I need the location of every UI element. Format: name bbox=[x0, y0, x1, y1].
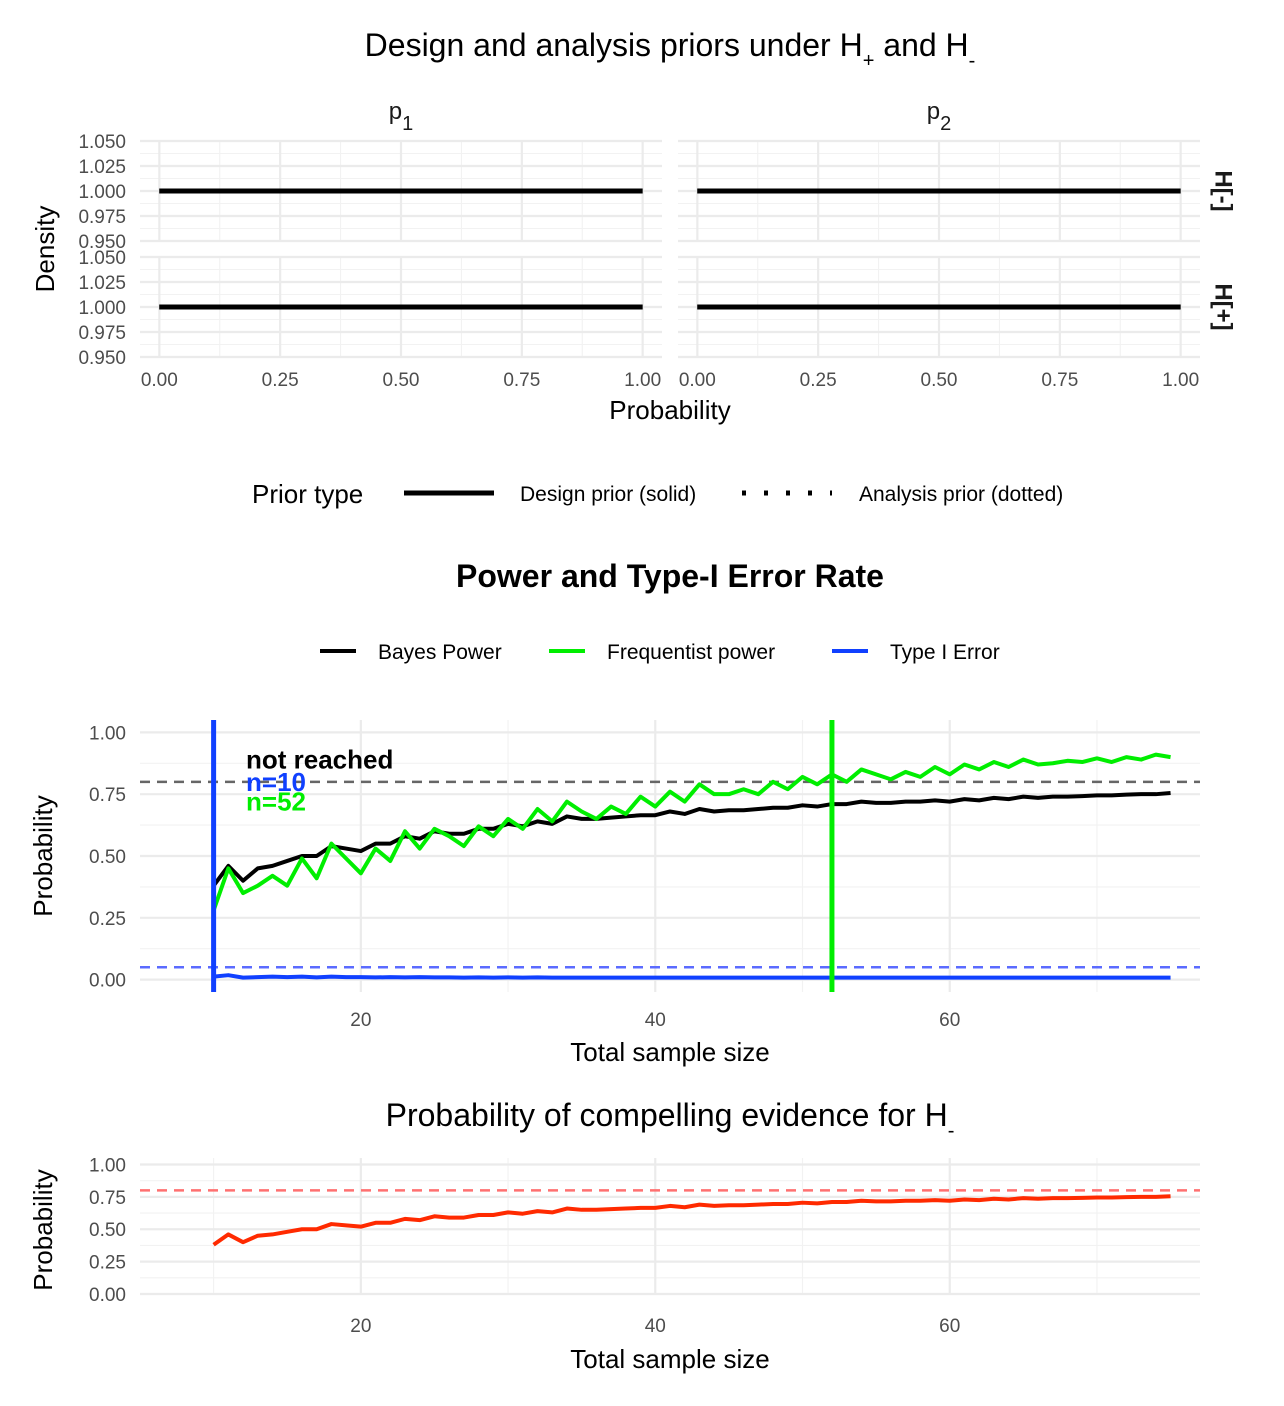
y-tick-label: 0.50 bbox=[89, 847, 126, 868]
x-tick-label: 1.00 bbox=[1162, 370, 1199, 391]
y-axis-title: Density bbox=[30, 206, 60, 293]
facet-column-label: p2 bbox=[927, 98, 951, 135]
series-line-frequentist-power bbox=[211, 752, 1171, 912]
legend-title: Prior type bbox=[252, 479, 363, 509]
y-tick-label: 1.00 bbox=[89, 1155, 126, 1176]
x-tick-label: 0.50 bbox=[383, 370, 420, 391]
y-tick-label: 0.00 bbox=[89, 1285, 126, 1306]
x-axis-title: Probability bbox=[609, 395, 730, 425]
x-tick-label: 20 bbox=[350, 1010, 371, 1031]
y-tick-label: 0.75 bbox=[89, 785, 126, 806]
series-line-type-i-error bbox=[213, 973, 1171, 980]
y-tick-label: 0.25 bbox=[89, 1253, 126, 1274]
y-tick-label: 0.75 bbox=[89, 1188, 126, 1209]
y-tick-label: 1.025 bbox=[78, 157, 126, 178]
y-tick-label: 0.50 bbox=[89, 1220, 126, 1241]
legend-label-2: Type I Error bbox=[890, 641, 1000, 664]
x-axis-title: Total sample size bbox=[570, 1037, 769, 1067]
y-tick-label: 0.00 bbox=[89, 971, 126, 992]
series-line-evidence bbox=[212, 1194, 1171, 1247]
x-tick-label: 40 bbox=[645, 1316, 666, 1337]
y-tick-label: 1.050 bbox=[78, 132, 126, 153]
x-tick-label: 1.00 bbox=[624, 370, 661, 391]
y-tick-label: 1.025 bbox=[78, 273, 126, 294]
x-tick-label: 0.25 bbox=[262, 370, 299, 391]
facet-column-label: p1 bbox=[389, 98, 413, 135]
x-tick-label: 0.50 bbox=[921, 370, 958, 391]
annotation-label: n=10 bbox=[246, 767, 306, 797]
legend-label-0: Bayes Power bbox=[378, 641, 502, 664]
y-tick-label: 0.25 bbox=[89, 909, 126, 930]
y-tick-label: 0.950 bbox=[78, 348, 126, 369]
x-tick-label: 0.00 bbox=[141, 370, 178, 391]
y-tick-label: 0.950 bbox=[78, 232, 126, 253]
y-tick-label: 0.975 bbox=[78, 323, 126, 344]
x-tick-label: 60 bbox=[939, 1316, 960, 1337]
facet-row-label: H[-] bbox=[1210, 170, 1237, 211]
x-tick-label: 20 bbox=[350, 1316, 371, 1337]
x-tick-label: 0.75 bbox=[1041, 370, 1078, 391]
x-tick-label: 40 bbox=[645, 1010, 666, 1031]
x-tick-label: 0.75 bbox=[503, 370, 540, 391]
y-tick-label: 1.000 bbox=[78, 182, 126, 203]
y-tick-label: 1.000 bbox=[78, 298, 126, 319]
series-line-bayes-power bbox=[212, 790, 1171, 887]
legend-label-1: Frequentist power bbox=[607, 641, 775, 664]
legend-label-analysis: Analysis prior (dotted) bbox=[859, 483, 1063, 506]
evidence-chart-title: Probability of compelling evidence for H… bbox=[386, 1097, 955, 1142]
y-axis-title: Probability bbox=[28, 1169, 58, 1290]
annotation-label: n=52 bbox=[246, 787, 306, 817]
y-tick-label: 1.00 bbox=[89, 723, 126, 744]
facet-row-label: H[+] bbox=[1210, 283, 1237, 330]
x-tick-label: 60 bbox=[939, 1010, 960, 1031]
x-axis-title: Total sample size bbox=[570, 1344, 769, 1374]
power-chart-title: Power and Type-I Error Rate bbox=[456, 558, 884, 594]
x-tick-label: 0.25 bbox=[800, 370, 837, 391]
legend-label-design: Design prior (solid) bbox=[520, 483, 696, 506]
y-axis-title: Probability bbox=[28, 795, 58, 916]
x-tick-label: 0.00 bbox=[679, 370, 716, 391]
prior-chart-title: Design and analysis priors under H+ and … bbox=[365, 27, 976, 72]
y-tick-label: 0.975 bbox=[78, 207, 126, 228]
annotation-label: not reached bbox=[246, 745, 393, 775]
y-tick-label: 1.050 bbox=[78, 248, 126, 269]
